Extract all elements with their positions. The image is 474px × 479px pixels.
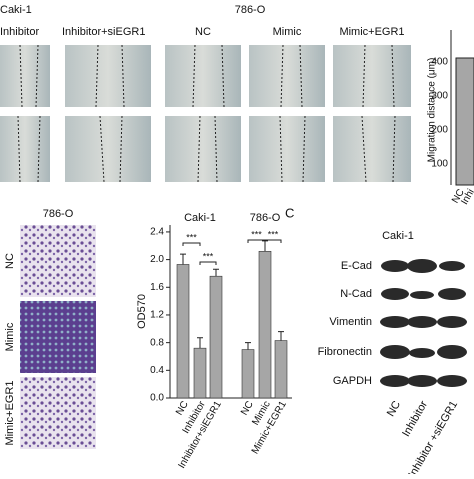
bar — [193, 347, 207, 399]
y-tick-label: 2.4 — [150, 227, 164, 238]
protein-label: Vimentin — [329, 316, 372, 328]
tick-label: 100 — [431, 159, 448, 170]
x-tick-label: NC — [174, 399, 191, 417]
error-bar — [180, 253, 186, 265]
column-label: NC — [195, 26, 211, 38]
significance-bracket — [264, 239, 282, 243]
significance-bracket — [199, 261, 217, 265]
bar — [274, 340, 288, 399]
y-tick-label: 0.8 — [150, 337, 164, 348]
chart-title: Caki-1 — [184, 212, 216, 224]
significance-label: *** — [203, 251, 214, 261]
significance-label: *** — [251, 229, 262, 239]
row-label: Mimic — [4, 322, 16, 351]
column-label: Mimic — [273, 26, 302, 38]
y-tick-label: 1.6 — [150, 282, 164, 293]
y-tick-label: 1.2 — [150, 310, 164, 321]
significance-bracket — [182, 242, 201, 246]
protein-label: Fibronectin — [318, 346, 372, 358]
micrographs — [0, 44, 411, 449]
side-axis — [450, 30, 474, 186]
protein-label: E-Cad — [341, 260, 372, 272]
y-tick-label: 0.4 — [150, 365, 164, 376]
row-label: Mimic+EGR1 — [4, 380, 16, 445]
significance-label: *** — [268, 229, 279, 239]
error-bar — [213, 268, 219, 277]
tick-label: 400 — [431, 57, 448, 68]
bar — [258, 250, 272, 399]
protein-label: N-Cad — [340, 288, 372, 300]
protein-label: GAPDH — [333, 375, 372, 387]
y-tick-label: 2.0 — [150, 254, 164, 265]
tick-label: 200 — [431, 125, 448, 136]
panel-letter: C — [285, 205, 294, 220]
group-label: Caki-1 — [0, 4, 32, 16]
bar — [176, 264, 190, 399]
x-tick-label: NC — [239, 399, 256, 417]
significance-bracket — [247, 239, 266, 243]
chart-title: 786-O — [250, 212, 281, 224]
y-tick-label: 0.0 — [150, 393, 164, 404]
error-bar — [245, 342, 251, 350]
error-bar — [278, 331, 284, 341]
bar — [209, 275, 223, 399]
column-label: Inhibitor+siEGR1 — [62, 26, 145, 38]
row-label: NC — [4, 253, 16, 269]
error-bar — [197, 337, 203, 349]
panel-title: 786-O — [43, 208, 74, 220]
bar — [241, 349, 255, 399]
significance-label: *** — [186, 232, 197, 242]
axis-label: Migration distance (μm) — [427, 58, 438, 163]
lane-label: Inhibitor — [400, 399, 430, 439]
axis-label: OD570 — [136, 294, 148, 329]
blot-bands — [380, 259, 467, 387]
panel-title: Caki-1 — [382, 230, 414, 242]
lane-label: NC — [385, 399, 403, 419]
column-label: Mimic+EGR1 — [339, 26, 404, 38]
tick-label: 300 — [431, 91, 448, 102]
column-label: Inhibitor — [0, 26, 39, 38]
group-label: 786-O — [235, 4, 266, 16]
